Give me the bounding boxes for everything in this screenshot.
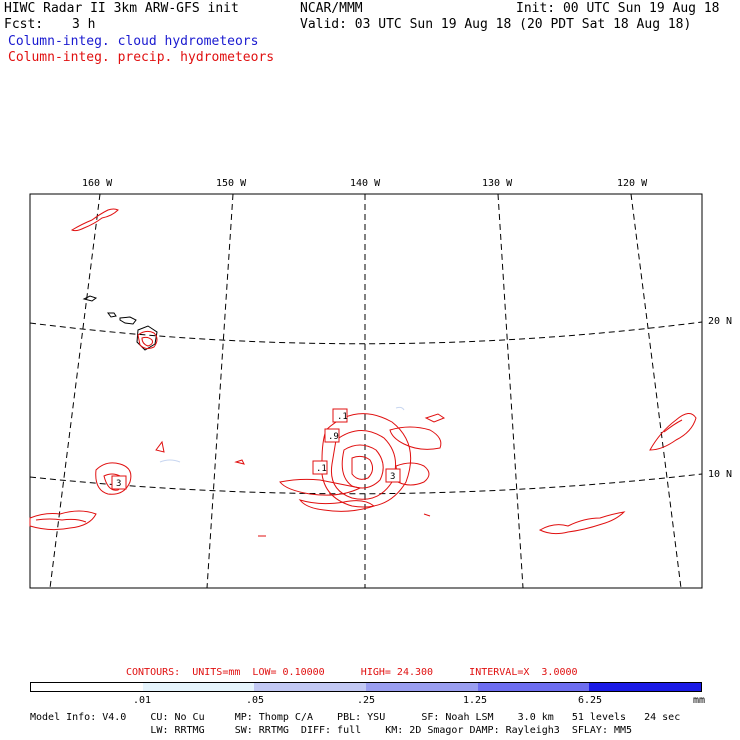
organization-label: NCAR/MMM xyxy=(300,1,363,16)
colorbar-segment xyxy=(142,683,255,691)
precip-legend-label: Column-integ. precip. hydrometeors xyxy=(8,50,275,65)
lon-line-150w xyxy=(206,193,234,589)
forecast-label: Fcst: xyxy=(4,17,44,32)
cloud-contours xyxy=(159,406,405,463)
lon-label-160w: 160 W xyxy=(82,178,113,189)
contour-se-band xyxy=(538,511,626,535)
colorbar-label: .05 xyxy=(246,695,265,706)
contour-label: 3 xyxy=(116,479,121,489)
colorbar-segment xyxy=(589,683,702,691)
valid-time: Valid: 03 UTC Sun 19 Aug 18 (20 PDT Sat … xyxy=(300,17,692,32)
colorbar-label: .25 xyxy=(357,695,376,706)
contour-east-cell xyxy=(649,413,697,451)
lat-line-20n xyxy=(29,321,703,345)
colorbar-segment xyxy=(31,683,143,691)
lat-label-10n: 10 N xyxy=(708,469,733,480)
lon-label-120w: 120 W xyxy=(617,178,648,189)
model-info-line1: Model Info: V4.0 CU: No Cu MP: Thomp C/A… xyxy=(30,712,681,723)
lon-line-130w xyxy=(497,193,524,589)
contour-tail xyxy=(279,478,362,496)
island-maui xyxy=(119,316,137,325)
contour-label-texts: .1 .9 .1 3 3 xyxy=(116,412,395,489)
cloud-legend-label: Column-integ. cloud hydrometeors xyxy=(8,34,259,49)
contour-label: .1 xyxy=(337,412,348,422)
lat-label-20n: 20 N xyxy=(708,316,733,327)
island-oahu xyxy=(107,312,117,318)
contour-nw xyxy=(70,208,119,232)
colorbar-units: mm xyxy=(693,695,706,706)
contour-ne-band xyxy=(389,426,442,450)
island-outlines xyxy=(82,295,158,351)
contour-label: .1 xyxy=(316,464,327,474)
contours-info: CONTOURS: UNITS=mm LOW= 0.10000 HIGH= 24… xyxy=(126,667,578,678)
lon-line-160w xyxy=(49,193,101,589)
colorbar-segment xyxy=(477,683,590,691)
map-frame xyxy=(29,193,703,589)
colorbar xyxy=(30,682,702,692)
contour-cyclone-inner xyxy=(341,444,384,489)
lon-label-150w: 150 W xyxy=(216,178,247,189)
lon-label-140w: 140 W xyxy=(350,178,381,189)
colorbar-segment xyxy=(366,683,478,691)
colorbar-label: 1.25 xyxy=(463,695,488,706)
forecast-hour: 3 h xyxy=(72,17,96,32)
colorbar-segment xyxy=(254,683,367,691)
lon-label-130w: 130 W xyxy=(482,178,513,189)
island-kauai xyxy=(82,295,98,302)
plot-title: HIWC Radar II 3km ARW-GFS init xyxy=(4,1,239,16)
colorbar-label: 6.25 xyxy=(578,695,603,706)
contour-hawaii xyxy=(137,330,158,350)
contour-west-cell xyxy=(95,462,132,495)
contour-label: .9 xyxy=(328,432,339,442)
contour-label-boxes xyxy=(111,408,401,490)
contour-sw-band xyxy=(29,510,97,531)
contour-label: 3 xyxy=(390,472,395,482)
model-info-line2: LW: RRTMG SW: RRTMG DIFF: full KM: 2D Sm… xyxy=(30,725,633,736)
contour-cyclone-outer xyxy=(321,413,412,508)
lon-line-120w xyxy=(630,193,682,589)
init-time: Init: 00 UTC Sun 19 Aug 18 xyxy=(516,1,720,16)
colorbar-label: .01 xyxy=(133,695,152,706)
island-big-island xyxy=(136,325,158,351)
